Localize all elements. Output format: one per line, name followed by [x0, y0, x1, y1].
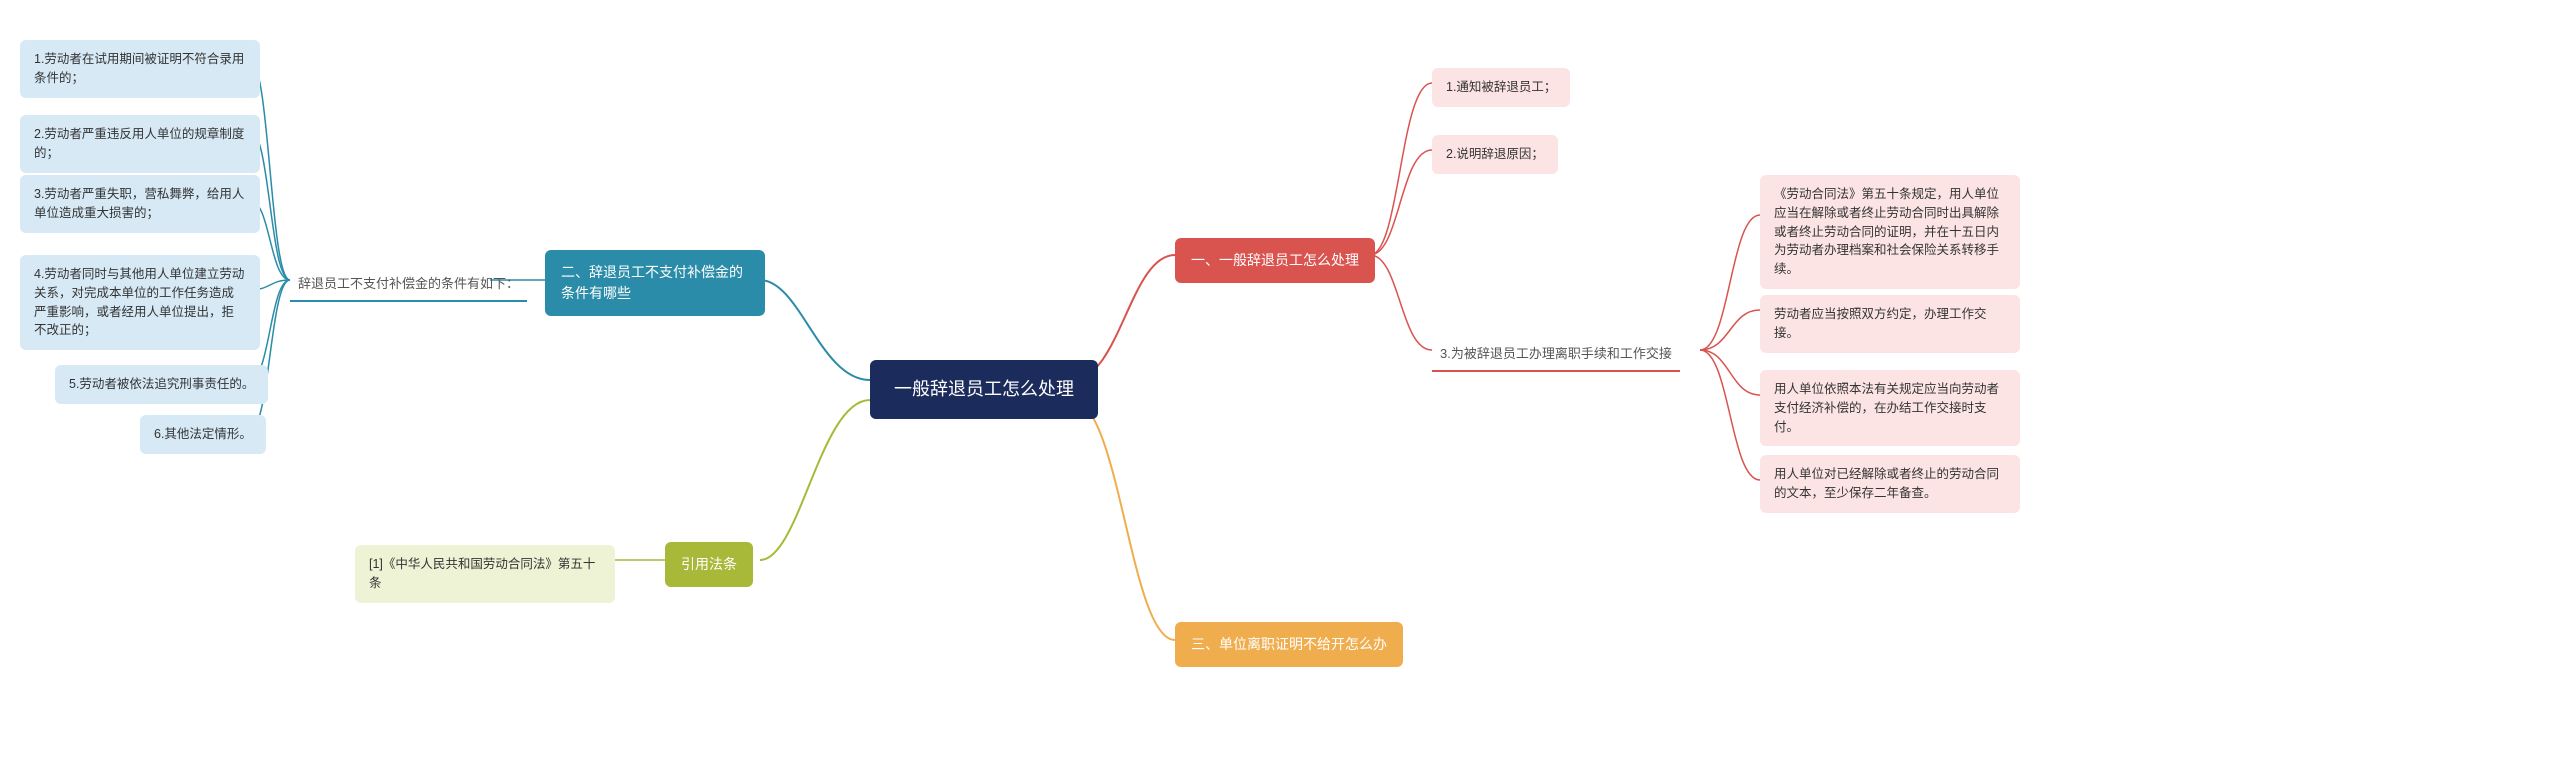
branch-1: 一、一般辞退员工怎么处理	[1175, 238, 1375, 283]
branch-3: 三、单位离职证明不给开怎么办	[1175, 622, 1403, 667]
leaf-2-4-text: 4.劳动者同时与其他用人单位建立劳动关系，对完成本单位的工作任务造成严重影响，或…	[34, 265, 246, 340]
leaf-ref-text: [1]《中华人民共和国劳动合同法》第五十条	[369, 555, 601, 593]
leaf-2-6-text: 6.其他法定情形。	[154, 425, 252, 444]
branch-ref-label: 引用法条	[681, 554, 737, 575]
leaf-1-d4: 用人单位对已经解除或者终止的劳动合同的文本，至少保存二年备查。	[1760, 455, 2020, 513]
branch-2-sub-label: 辞退员工不支付补偿金的条件有如下：	[298, 274, 519, 294]
leaf-1-d1: 《劳动合同法》第五十条规定，用人单位应当在解除或者终止劳动合同时出具解除或者终止…	[1760, 175, 2020, 289]
leaf-1-2: 2.说明辞退原因；	[1432, 135, 1558, 174]
leaf-1-d3-text: 用人单位依照本法有关规定应当向劳动者支付经济补偿的，在办结工作交接时支付。	[1774, 380, 2006, 436]
branch-ref: 引用法条	[665, 542, 753, 587]
leaf-1-d2: 劳动者应当按照双方约定，办理工作交接。	[1760, 295, 2020, 353]
leaf-1-1-text: 1.通知被辞退员工；	[1446, 78, 1556, 97]
leaf-2-5-text: 5.劳动者被依法追究刑事责任的。	[69, 375, 254, 394]
leaf-ref: [1]《中华人民共和国劳动合同法》第五十条	[355, 545, 615, 603]
leaf-2-1: 1.劳动者在试用期间被证明不符合录用条件的；	[20, 40, 260, 98]
leaf-2-4: 4.劳动者同时与其他用人单位建立劳动关系，对完成本单位的工作任务造成严重影响，或…	[20, 255, 260, 350]
leaf-2-2-text: 2.劳动者严重违反用人单位的规章制度的；	[34, 125, 246, 163]
root-label: 一般辞退员工怎么处理	[894, 376, 1074, 403]
leaf-1-2-text: 2.说明辞退原因；	[1446, 145, 1544, 164]
branch-1-label: 一、一般辞退员工怎么处理	[1191, 250, 1359, 271]
branch-3-label: 三、单位离职证明不给开怎么办	[1191, 634, 1387, 655]
leaf-1-d3: 用人单位依照本法有关规定应当向劳动者支付经济补偿的，在办结工作交接时支付。	[1760, 370, 2020, 446]
leaf-2-5: 5.劳动者被依法追究刑事责任的。	[55, 365, 268, 404]
root-node: 一般辞退员工怎么处理	[870, 360, 1098, 419]
branch-1-sub-label: 3.为被辞退员工办理离职手续和工作交接	[1440, 344, 1672, 364]
leaf-1-d1-text: 《劳动合同法》第五十条规定，用人单位应当在解除或者终止劳动合同时出具解除或者终止…	[1774, 185, 2006, 279]
leaf-2-3-text: 3.劳动者严重失职，营私舞弊，给用人单位造成重大损害的；	[34, 185, 246, 223]
leaf-2-3: 3.劳动者严重失职，营私舞弊，给用人单位造成重大损害的；	[20, 175, 260, 233]
leaf-1-1: 1.通知被辞退员工；	[1432, 68, 1570, 107]
branch-2-sub: 辞退员工不支付补偿金的条件有如下：	[290, 268, 527, 302]
branch-1-sub: 3.为被辞退员工办理离职手续和工作交接	[1432, 338, 1680, 372]
leaf-2-6: 6.其他法定情形。	[140, 415, 266, 454]
leaf-1-d2-text: 劳动者应当按照双方约定，办理工作交接。	[1774, 305, 2006, 343]
branch-2: 二、辞退员工不支付补偿金的条件有哪些	[545, 250, 765, 316]
leaf-1-d4-text: 用人单位对已经解除或者终止的劳动合同的文本，至少保存二年备查。	[1774, 465, 2006, 503]
leaf-2-2: 2.劳动者严重违反用人单位的规章制度的；	[20, 115, 260, 173]
leaf-2-1-text: 1.劳动者在试用期间被证明不符合录用条件的；	[34, 50, 246, 88]
branch-2-label: 二、辞退员工不支付补偿金的条件有哪些	[561, 262, 749, 304]
